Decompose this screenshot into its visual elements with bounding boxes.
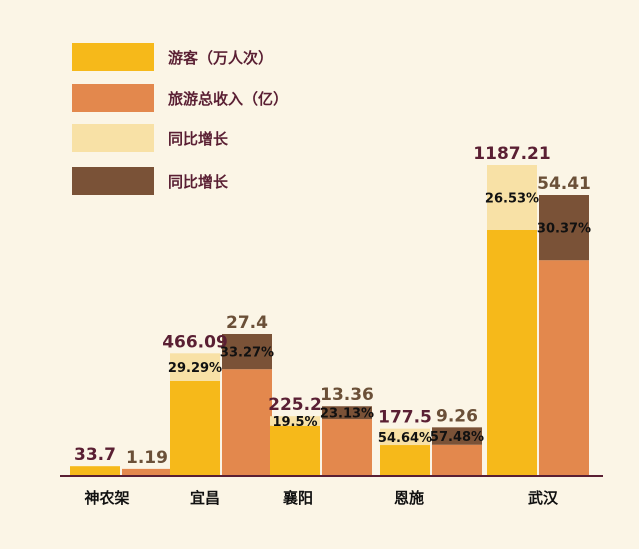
bar-visitors-growth-2	[270, 416, 320, 426]
category-label-2: 襄阳	[282, 489, 313, 507]
bar-visitors-1	[170, 380, 220, 475]
legend-swatch-0	[72, 43, 154, 71]
growth-label-revenue-3: 57.48%	[430, 430, 484, 445]
category-label-4: 武汉	[528, 489, 559, 507]
value-label-revenue-3: 9.26	[436, 406, 478, 426]
value-label-revenue-1: 27.4	[226, 313, 268, 333]
category-label-1: 宜昌	[190, 489, 220, 507]
growth-label-visitors-4: 26.53%	[485, 191, 539, 206]
legend-swatch-2	[72, 124, 154, 152]
value-label-visitors-4: 1187.21	[473, 144, 550, 164]
category-label-3: 恩施	[394, 489, 424, 507]
growth-label-revenue-2: 23.13%	[320, 407, 374, 422]
growth-label-revenue-1: 33.27%	[220, 346, 274, 361]
bar-visitors-growth-3	[380, 428, 430, 446]
legend-label-2: 同比增长	[168, 130, 229, 148]
bar-revenue-1	[222, 369, 272, 475]
legend-swatch-1	[72, 84, 154, 112]
bar-visitors-4	[487, 229, 537, 475]
category-labels: 神农架 宜昌 襄阳 恩施 武汉	[84, 489, 559, 507]
bar-revenue-2	[322, 419, 372, 475]
bar-revenue-growth-1	[222, 333, 272, 370]
bars	[70, 165, 589, 475]
bar-visitors-growth-4	[487, 165, 537, 230]
legend-label-1: 旅游总收入（亿）	[168, 90, 288, 108]
bar-revenue-growth-4	[539, 195, 589, 261]
value-label-visitors-0: 33.7	[74, 445, 116, 465]
value-label-visitors-2: 225.2	[268, 395, 322, 415]
legend-label-0: 游客（万人次）	[168, 49, 273, 67]
value-label-visitors-1: 466.09	[162, 332, 228, 352]
bar-visitors-growth-1	[170, 353, 220, 381]
category-label-0: 神农架	[84, 489, 129, 507]
growth-label-revenue-4: 30.37%	[537, 222, 591, 237]
growth-label-visitors-3: 54.64%	[378, 431, 432, 446]
value-label-revenue-0: 1.19	[126, 448, 168, 468]
bar-visitors-2	[270, 425, 320, 475]
legend-label-3: 同比增长	[168, 173, 229, 191]
value-label-visitors-3: 177.5	[378, 408, 432, 428]
value-label-revenue-2: 13.36	[320, 385, 374, 405]
bar-revenue-3	[432, 444, 482, 475]
bar-revenue-growth-2	[322, 406, 372, 420]
bar-revenue-growth-3	[432, 427, 482, 445]
bar-revenue-4	[539, 260, 589, 475]
growth-label-visitors-2: 19.5%	[272, 415, 317, 430]
growth-label-visitors-1: 29.29%	[168, 361, 222, 376]
bar-revenue-0	[122, 468, 172, 475]
bar-visitors-0	[70, 466, 120, 475]
value-label-revenue-4: 54.41	[537, 174, 591, 194]
legend-swatch-3	[72, 167, 154, 195]
bar-visitors-3	[380, 445, 430, 475]
